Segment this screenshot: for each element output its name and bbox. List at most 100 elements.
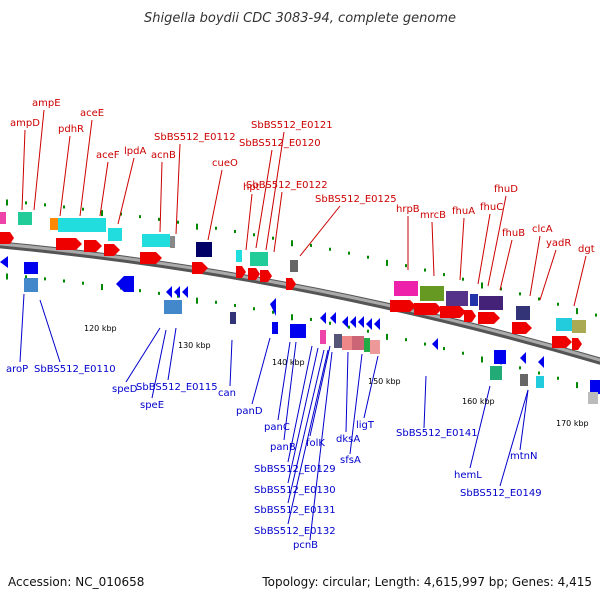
feature-block — [320, 330, 326, 344]
leader-line — [423, 375, 427, 429]
tick-dot — [386, 259, 388, 266]
tick-dot — [538, 297, 540, 301]
feature-block — [24, 278, 38, 292]
leader-line — [287, 345, 313, 463]
leader-line — [167, 327, 177, 381]
feature-block — [250, 252, 268, 266]
feature-block — [342, 336, 352, 350]
gene-label: SbBS512_E0131 — [254, 505, 336, 516]
tick-label: 160 kbp — [462, 397, 495, 406]
tick-dot — [481, 282, 483, 289]
gene-arrow — [236, 266, 246, 278]
leader-line — [99, 161, 109, 217]
feature-block — [290, 260, 298, 272]
gene-arrow — [342, 316, 348, 328]
feature-block — [494, 350, 506, 364]
tick-dot — [310, 243, 312, 247]
gene-label: clcA — [532, 224, 553, 235]
tick-dot — [139, 289, 141, 293]
leader-line — [251, 337, 271, 405]
tick-dot — [348, 325, 350, 329]
tick-dot — [367, 329, 369, 333]
tick-dot — [158, 217, 160, 221]
leader-line — [19, 293, 25, 363]
gene-label: SbBS512_E0132 — [254, 526, 336, 537]
gene-label: speD — [112, 384, 138, 395]
gene-label: hemL — [454, 470, 482, 481]
gene-label: speE — [140, 400, 164, 411]
leader-line — [151, 329, 167, 399]
tick-dot — [386, 333, 388, 340]
feature-block — [588, 392, 598, 404]
tick-dot — [63, 279, 65, 283]
tick-dot — [82, 207, 84, 211]
leader-line — [229, 339, 233, 387]
tick-dot — [215, 300, 217, 304]
gene-label: SbBS512_E0122 — [246, 180, 328, 191]
gene-arrow — [166, 286, 172, 298]
tick-dot — [462, 277, 464, 281]
leader-line — [39, 299, 61, 363]
leader-line — [459, 217, 465, 281]
feature-block — [490, 366, 502, 380]
gene-label: hrpB — [396, 204, 420, 215]
gene-arrow — [520, 352, 526, 364]
gene-arrow — [0, 256, 8, 268]
gene-label: yadR — [546, 238, 571, 249]
gene-label: ampE — [32, 98, 61, 109]
gene-arrow — [432, 338, 438, 350]
tick-dot — [44, 277, 46, 281]
tick-label: 140 kbp — [272, 358, 305, 367]
leader-line — [273, 191, 283, 253]
leader-line — [487, 195, 507, 287]
leader-line — [363, 355, 379, 419]
gene-label: lpdA — [124, 146, 146, 157]
gene-arrow — [478, 312, 500, 324]
gene-label: SbBS512_E0129 — [254, 464, 336, 475]
gene-label: mrcB — [420, 210, 446, 221]
leader-line — [265, 131, 285, 251]
tick-dot — [253, 233, 255, 237]
leader-line — [573, 255, 587, 307]
feature-block — [364, 338, 370, 352]
reverse-labels: aroP SbBS512_E0110 speD speE SbBS512_E01… — [6, 364, 542, 551]
gene-label: ampD — [10, 118, 40, 129]
gene-arrow — [390, 300, 416, 312]
leader-line — [349, 353, 363, 455]
tick-dot — [576, 308, 578, 315]
leader-line — [117, 157, 135, 225]
feature-block — [352, 336, 364, 350]
tick-label: 120 kbp — [84, 324, 117, 333]
gene-label: SbBS512_E0121 — [251, 120, 333, 131]
gene-label: fhuA — [452, 206, 475, 217]
gene-arrow — [374, 318, 380, 330]
tick-dot — [519, 292, 521, 296]
leader-line — [159, 161, 163, 233]
feature-block — [0, 212, 6, 224]
tick-label: 170 kbp — [556, 419, 589, 428]
gene-label: can — [218, 388, 236, 399]
genome-backbone — [0, 241, 600, 365]
feature-block — [196, 242, 212, 257]
gene-label: SbBS512_E0130 — [254, 485, 336, 496]
gene-arrow — [440, 306, 466, 318]
leader-line — [539, 249, 557, 301]
map-title: Shigella boydii CDC 3083-94, complete ge… — [144, 11, 456, 26]
leader-line — [529, 235, 541, 297]
tick-dot — [329, 321, 331, 325]
gene-arrow — [330, 312, 336, 324]
gene-arrow — [552, 336, 572, 348]
tick-dot — [234, 229, 236, 233]
gene-arrow — [192, 262, 208, 274]
tick-label: 130 kbp — [178, 341, 211, 350]
kbp-ticks: 120 kbp 130 kbp 140 kbp 150 kbp 160 kbp … — [84, 324, 589, 428]
tick-dot — [196, 297, 198, 304]
leader-line — [309, 345, 331, 437]
tick-dot — [6, 273, 8, 280]
feature-block — [18, 212, 32, 225]
leader-line — [245, 193, 253, 251]
feature-block — [290, 324, 306, 338]
leader-line — [345, 351, 349, 433]
gene-label: pdhR — [58, 124, 84, 135]
